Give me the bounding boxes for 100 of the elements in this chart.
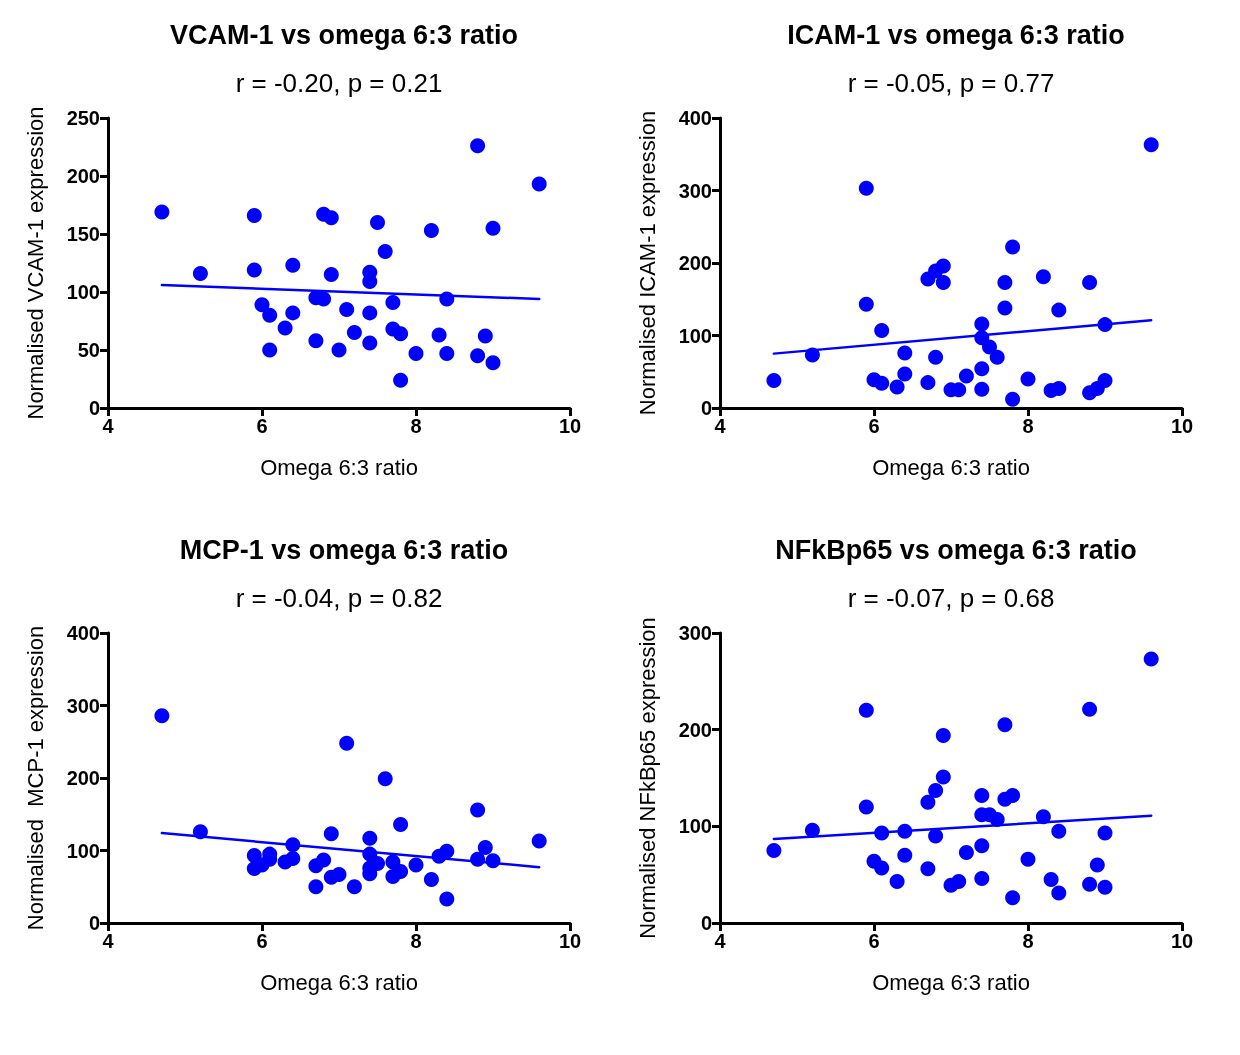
point (974, 381, 990, 397)
point (362, 305, 378, 321)
point (982, 339, 997, 355)
point (362, 335, 378, 351)
point (858, 296, 874, 312)
point (1082, 701, 1098, 717)
point (1097, 372, 1113, 388)
point (1051, 302, 1067, 318)
point (1082, 876, 1098, 892)
point (470, 138, 486, 154)
point (889, 379, 905, 395)
point (874, 860, 890, 876)
x-tick-label: 10 (558, 930, 582, 952)
point (974, 838, 990, 854)
point (485, 355, 501, 371)
point (393, 326, 409, 342)
y-tick-label: 250 (66, 107, 100, 129)
x-axis-title: Omega 6:3 ratio (260, 454, 418, 480)
point (277, 320, 293, 336)
point (308, 879, 324, 895)
x-tick-label: 4 (102, 415, 115, 437)
point (192, 265, 208, 281)
point (1005, 890, 1021, 906)
point (470, 348, 486, 364)
point (531, 833, 547, 849)
x-tick-label: 6 (868, 415, 880, 437)
point (393, 816, 409, 832)
point (1005, 787, 1021, 803)
point (1043, 872, 1059, 887)
point (377, 243, 393, 259)
y-tick-label: 0 (700, 912, 712, 934)
x-tick-label: 10 (558, 415, 582, 437)
point (393, 372, 409, 388)
point (858, 702, 874, 718)
point (1143, 651, 1159, 667)
y-tick-label: 100 (66, 281, 100, 303)
text: r = -0.04, p = 0.82 (235, 583, 443, 613)
point (935, 258, 951, 274)
point (974, 361, 990, 377)
y-tick-label: 50 (77, 339, 100, 361)
point (246, 207, 262, 223)
x-tick-label: 6 (256, 930, 268, 952)
point (1005, 239, 1021, 255)
y-tick-label: 400 (678, 107, 712, 129)
point (323, 826, 339, 842)
point (339, 735, 355, 751)
point (370, 856, 385, 872)
y-tick-label: 0 (88, 912, 100, 934)
point (477, 328, 493, 344)
y-tick-label: 400 (66, 622, 100, 644)
point (154, 204, 170, 220)
point (951, 873, 967, 889)
point (858, 180, 874, 196)
text: r = -0.05, p = 0.77 (847, 68, 1055, 98)
point (920, 794, 936, 810)
point (874, 375, 890, 391)
x-tick-label: 10 (1170, 415, 1194, 437)
y-tick-label: 300 (678, 179, 712, 202)
point (308, 333, 324, 349)
point (974, 871, 990, 887)
text: r = -0.07, p = 0.68 (847, 583, 1055, 613)
y-tick-label: 200 (678, 252, 712, 274)
point (1097, 879, 1113, 895)
point (423, 223, 439, 239)
point (928, 783, 944, 799)
x-tick-label: 10 (1170, 930, 1194, 952)
y-tick-label: 200 (678, 718, 712, 741)
point (408, 857, 424, 873)
point (897, 366, 913, 382)
chart-title: NFkBp65 vs omega 6:3 ratio (775, 534, 1137, 565)
point (974, 316, 990, 332)
point (339, 301, 355, 317)
x-tick-label: 8 (1022, 415, 1034, 437)
point (408, 345, 424, 361)
x-axis-title: Omega 6:3 ratio (872, 969, 1030, 995)
point (316, 852, 332, 868)
point (858, 799, 874, 815)
point (958, 368, 974, 384)
point (477, 840, 493, 856)
point (485, 220, 501, 236)
point (346, 325, 362, 341)
point (154, 708, 170, 724)
point (974, 787, 990, 803)
x-tick-label: 6 (256, 415, 268, 437)
text: r = -0.20, p = 0.21 (235, 68, 443, 98)
x-tick-label: 8 (410, 415, 422, 437)
point (889, 873, 905, 889)
point (897, 847, 913, 863)
point (1035, 269, 1051, 285)
point (439, 891, 455, 907)
y-tick-label: 150 (66, 223, 100, 245)
point (1051, 885, 1067, 901)
point (285, 305, 301, 321)
point (262, 342, 278, 358)
point (1097, 825, 1113, 841)
point (1051, 823, 1067, 839)
point (254, 297, 270, 313)
point (331, 866, 347, 882)
point (423, 872, 439, 887)
point (920, 861, 936, 877)
